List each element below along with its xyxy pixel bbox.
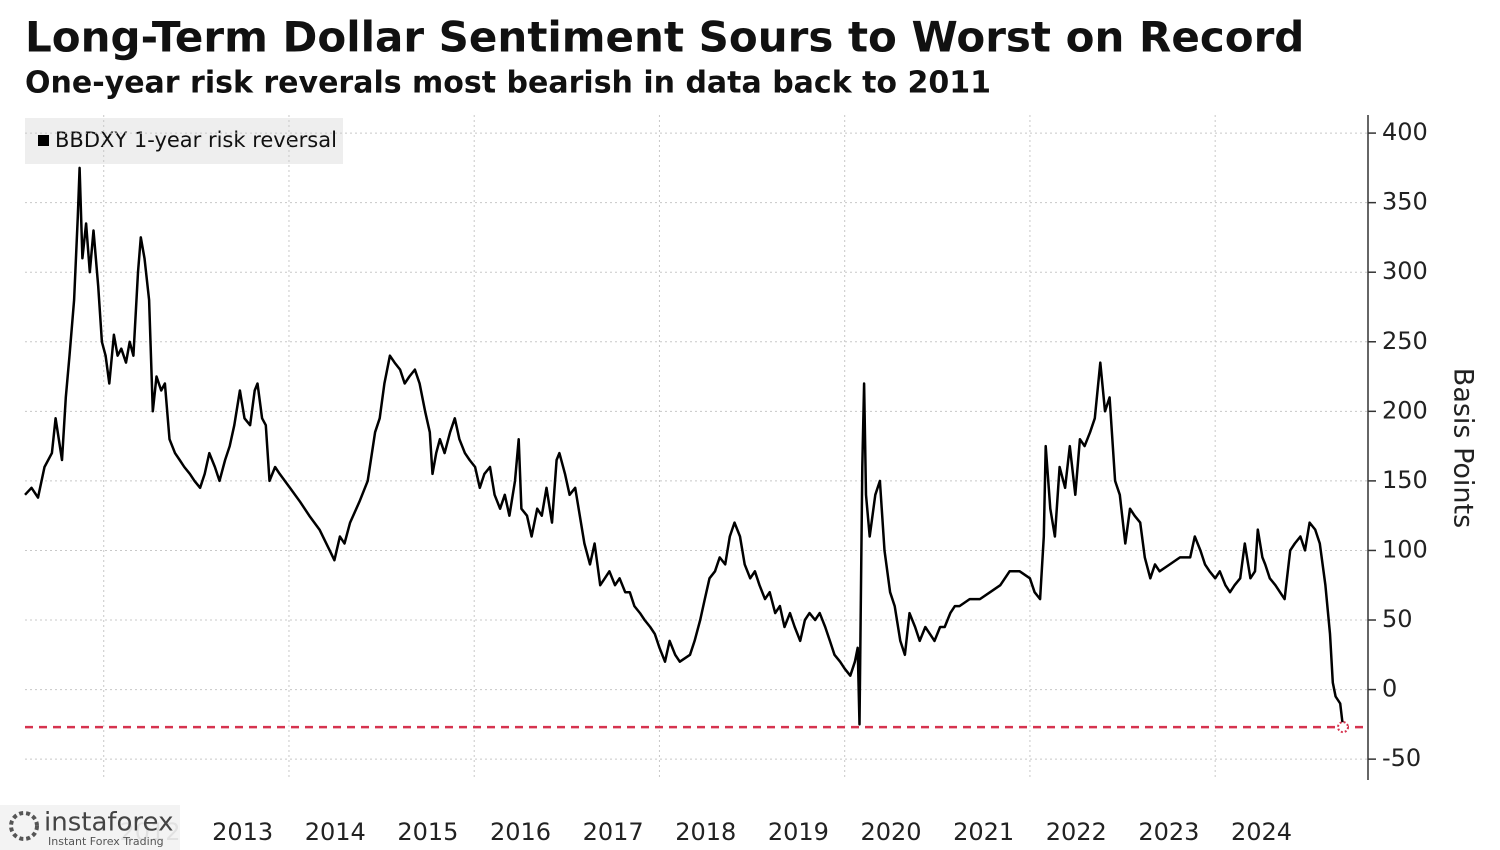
chart-title: Long-Term Dollar Sentiment Sours to Wors…: [25, 13, 1304, 62]
y-tick-label: 0: [1382, 675, 1397, 703]
x-tick-label: 2020: [860, 818, 921, 846]
x-tick-label: 2019: [768, 818, 829, 846]
y-tick-label: 150: [1382, 466, 1428, 494]
legend-label: BBDXY 1-year risk reversal: [55, 128, 337, 152]
x-tick-label: 2017: [583, 818, 644, 846]
y-tick-label: 300: [1382, 257, 1428, 285]
watermark-tagline: Instant Forex Trading: [48, 835, 164, 848]
chart-subtitle: One-year risk reverals most bearish in d…: [25, 66, 991, 101]
watermark-name: instaforex: [44, 808, 173, 838]
y-tick-label: 350: [1382, 188, 1428, 216]
x-tick-label: 2024: [1231, 818, 1292, 846]
x-tick-label: 2018: [675, 818, 736, 846]
legend-swatch: [38, 135, 49, 146]
x-tick-label: 2016: [490, 818, 551, 846]
x-tick-label: 2014: [305, 818, 366, 846]
x-tick-label: 2013: [212, 818, 273, 846]
plot-area: -500501001502002503003504002012201320142…: [24, 115, 1428, 846]
y-tick-label: 250: [1382, 327, 1428, 355]
x-tick-label: 2015: [397, 818, 458, 846]
y-axis-label: Basis Points: [1448, 368, 1479, 528]
watermark: instaforex Instant Forex Trading: [0, 805, 180, 850]
x-tick-label: 2022: [1046, 818, 1107, 846]
last-point: [1336, 721, 1349, 734]
x-tick-label: 2021: [953, 818, 1014, 846]
y-tick-label: 200: [1382, 396, 1428, 424]
series-line: [24, 166, 1345, 728]
y-tick-label: 400: [1382, 118, 1428, 146]
y-tick-label: 100: [1382, 535, 1428, 563]
watermark-icon: [9, 811, 39, 841]
legend-box: [25, 118, 343, 164]
y-tick-label: -50: [1382, 744, 1421, 772]
y-tick-label: 50: [1382, 605, 1413, 633]
x-tick-label: 2023: [1138, 818, 1199, 846]
